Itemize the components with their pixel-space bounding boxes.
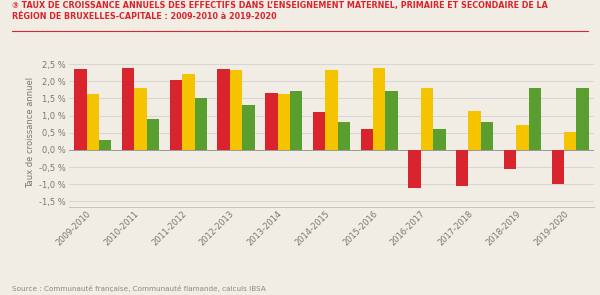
Bar — [170, 80, 182, 150]
Bar — [242, 105, 254, 150]
Bar — [529, 88, 541, 150]
Bar — [230, 70, 242, 150]
Text: ③ TAUX DE CROISSANCE ANNUELS DES EFFECTIFS DANS L’ENSEIGNEMENT MATERNEL, PRIMAIR: ③ TAUX DE CROISSANCE ANNUELS DES EFFECTI… — [12, 1, 548, 11]
Bar — [217, 69, 230, 150]
Bar — [385, 91, 398, 150]
Bar — [433, 129, 446, 150]
Bar — [421, 88, 433, 150]
Text: RÉGION DE BRUXELLES-CAPITALE : 2009-2010 à 2019-2020: RÉGION DE BRUXELLES-CAPITALE : 2009-2010… — [12, 12, 277, 22]
Bar — [373, 68, 385, 150]
Bar — [74, 69, 86, 150]
Bar — [516, 125, 529, 150]
Bar — [338, 122, 350, 150]
Bar — [504, 150, 516, 169]
Bar — [409, 150, 421, 188]
Bar — [134, 88, 147, 150]
Bar — [361, 129, 373, 150]
Bar — [469, 112, 481, 150]
Bar — [99, 140, 112, 150]
Bar — [182, 74, 194, 150]
Bar — [278, 94, 290, 150]
Bar — [147, 119, 159, 150]
Bar — [122, 68, 134, 150]
Bar — [577, 88, 589, 150]
Text: Source : Communauté française, Communauté flamande, calculs IBSA: Source : Communauté française, Communaut… — [12, 285, 266, 292]
Bar — [194, 98, 207, 150]
Bar — [325, 70, 338, 150]
Bar — [313, 112, 325, 150]
Bar — [456, 150, 469, 186]
Bar — [564, 132, 577, 150]
Bar — [265, 93, 278, 150]
Bar — [551, 150, 564, 184]
Bar — [86, 94, 99, 150]
Bar — [290, 91, 302, 150]
Y-axis label: Taux de croissance annuel: Taux de croissance annuel — [26, 77, 35, 188]
Bar — [481, 122, 493, 150]
